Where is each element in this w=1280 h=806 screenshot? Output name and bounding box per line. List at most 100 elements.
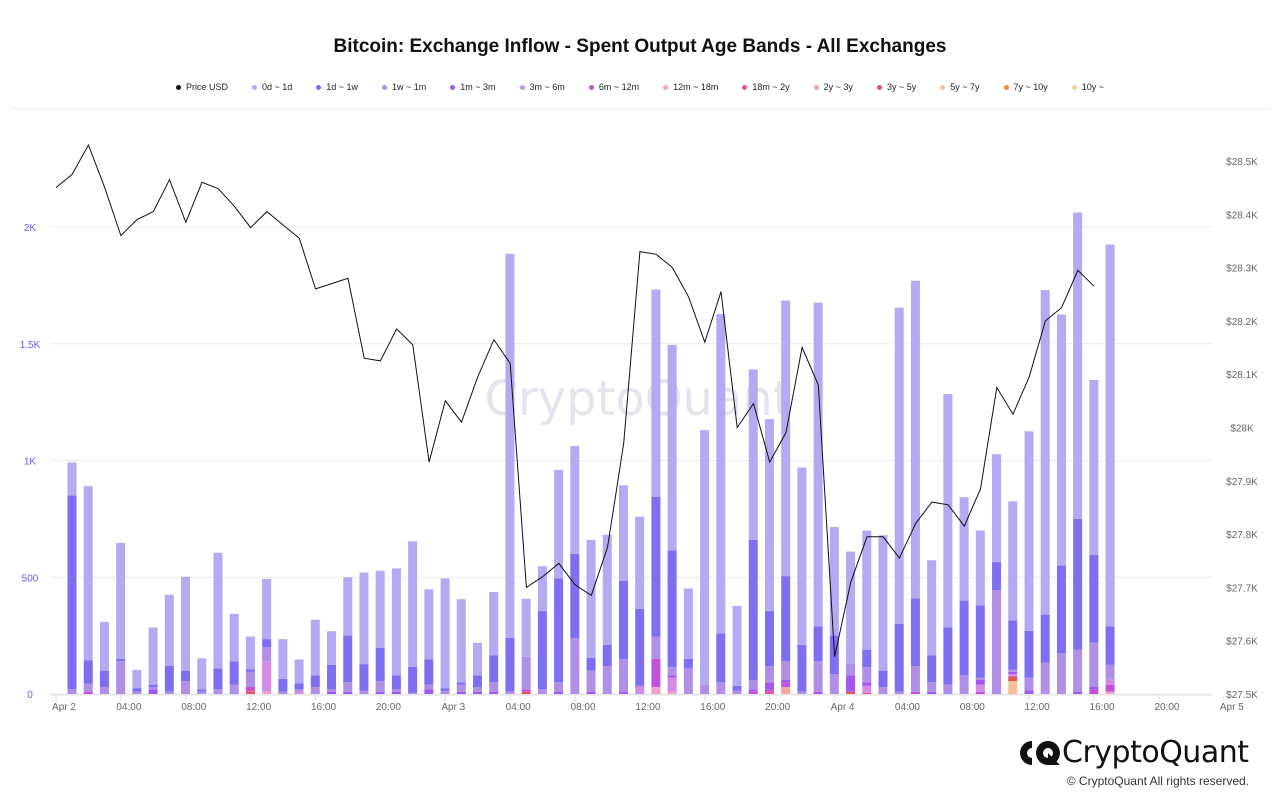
legend-item[interactable]: 1d ~ 1w — [316, 82, 358, 92]
bar-segment[interactable] — [408, 541, 418, 667]
bar-segment[interactable] — [554, 578, 564, 683]
bar-segment[interactable] — [894, 307, 904, 624]
bar-segment[interactable] — [927, 682, 937, 692]
bar-segment[interactable] — [327, 664, 337, 690]
bar-segment[interactable] — [992, 590, 1002, 694]
bar-segment[interactable] — [489, 691, 499, 694]
legend-item[interactable]: 1w ~ 1m — [382, 82, 426, 92]
bar-segment[interactable] — [1024, 431, 1034, 631]
bar-segment[interactable] — [764, 665, 774, 683]
bar-segment[interactable] — [473, 686, 482, 692]
bar-segment[interactable] — [375, 570, 385, 649]
bar-segment[interactable] — [456, 684, 466, 692]
bar-segment[interactable] — [83, 683, 93, 692]
bar-segment[interactable] — [1024, 677, 1034, 691]
bar-segment[interactable] — [618, 658, 628, 692]
bar-segment[interactable] — [651, 289, 661, 497]
legend-item[interactable]: 3m ~ 6m — [519, 82, 565, 92]
bar-segment[interactable] — [602, 644, 612, 666]
bar-segment[interactable] — [67, 462, 77, 496]
bar-segment[interactable] — [148, 686, 158, 690]
bar-segment[interactable] — [489, 591, 499, 656]
bar-segment[interactable] — [408, 666, 418, 693]
bar-segment[interactable] — [927, 655, 937, 683]
bar-segment[interactable] — [375, 648, 385, 682]
bar-segment[interactable] — [148, 627, 158, 685]
bar-segment[interactable] — [456, 691, 466, 694]
bar-segment[interactable] — [586, 657, 596, 671]
bar-segment[interactable] — [829, 527, 839, 636]
bar-segment[interactable] — [1040, 614, 1050, 663]
bar-segment[interactable] — [473, 691, 482, 694]
bar-segment[interactable] — [294, 691, 304, 694]
bar-segment[interactable] — [846, 551, 856, 664]
bar-segment[interactable] — [343, 691, 353, 694]
bar-segment[interactable] — [521, 656, 531, 690]
bar-segment[interactable] — [197, 691, 207, 694]
bar-segment[interactable] — [245, 636, 255, 670]
bar-segment[interactable] — [813, 691, 823, 694]
bar-segment[interactable] — [862, 667, 872, 683]
bar-segment[interactable] — [164, 665, 174, 692]
bar-segment[interactable] — [943, 393, 953, 628]
bar-segment[interactable] — [67, 689, 77, 694]
bar-segment[interactable] — [667, 677, 677, 692]
bar-segment[interactable] — [813, 302, 823, 627]
bar-segment[interactable] — [554, 682, 564, 692]
bar-segment[interactable] — [878, 535, 888, 671]
bar-segment[interactable] — [181, 681, 191, 694]
bar-segment[interactable] — [1008, 681, 1018, 694]
bar-segment[interactable] — [197, 658, 207, 690]
bar-segment[interactable] — [343, 635, 353, 683]
bar-segment[interactable] — [781, 576, 791, 662]
bar-segment[interactable] — [586, 691, 596, 694]
bar-segment[interactable] — [975, 605, 985, 678]
bar-segment[interactable] — [732, 605, 742, 686]
bar-segment[interactable] — [294, 689, 304, 692]
bar-segment[interactable] — [764, 691, 774, 694]
legend-item[interactable]: 5y ~ 7y — [940, 82, 980, 92]
bar-segment[interactable] — [651, 496, 661, 637]
bar-segment[interactable] — [310, 686, 320, 694]
bar-segment[interactable] — [359, 664, 369, 691]
bar-segment[interactable] — [570, 637, 580, 694]
bar-segment[interactable] — [943, 627, 953, 685]
bar-segment[interactable] — [700, 684, 710, 694]
bar-segment[interactable] — [781, 300, 791, 577]
bar-segment[interactable] — [1008, 671, 1018, 675]
bar-segment[interactable] — [213, 689, 223, 694]
bar-segment[interactable] — [1008, 669, 1018, 672]
bar-segment[interactable] — [521, 689, 531, 692]
bar-segment[interactable] — [440, 578, 450, 689]
bar-segment[interactable] — [359, 690, 369, 694]
bar-segment[interactable] — [473, 675, 482, 687]
bar-segment[interactable] — [213, 668, 223, 690]
bar-segment[interactable] — [554, 691, 564, 694]
legend-item[interactable]: 6m ~ 12m — [588, 82, 639, 92]
bar-segment[interactable] — [554, 469, 564, 579]
bar-segment[interactable] — [148, 689, 158, 694]
bar-segment[interactable] — [505, 691, 515, 694]
bar-segment[interactable] — [537, 611, 547, 690]
bar-segment[interactable] — [635, 516, 645, 609]
bar-segment[interactable] — [618, 485, 628, 581]
bar-segment[interactable] — [894, 691, 904, 694]
bar-segment[interactable] — [1008, 676, 1018, 682]
bar-segment[interactable] — [862, 685, 872, 693]
bar-segment[interactable] — [1073, 691, 1083, 694]
bar-segment[interactable] — [116, 661, 126, 694]
bar-segment[interactable] — [651, 658, 661, 687]
bar-segment[interactable] — [181, 576, 191, 671]
bar-segment[interactable] — [586, 670, 596, 692]
bar-segment[interactable] — [343, 577, 353, 636]
bar-segment[interactable] — [602, 534, 612, 645]
bar-segment[interactable] — [1105, 244, 1115, 627]
bar-segment[interactable] — [262, 661, 272, 692]
bar-segment[interactable] — [1105, 678, 1115, 685]
bar-segment[interactable] — [229, 661, 239, 685]
bar-segment[interactable] — [813, 626, 823, 662]
bar-segment[interactable] — [975, 684, 985, 692]
legend-item[interactable]: 0d ~ 1d — [251, 82, 292, 92]
legend-item[interactable]: 2y ~ 3y — [813, 82, 853, 92]
bar-segment[interactable] — [910, 598, 920, 666]
